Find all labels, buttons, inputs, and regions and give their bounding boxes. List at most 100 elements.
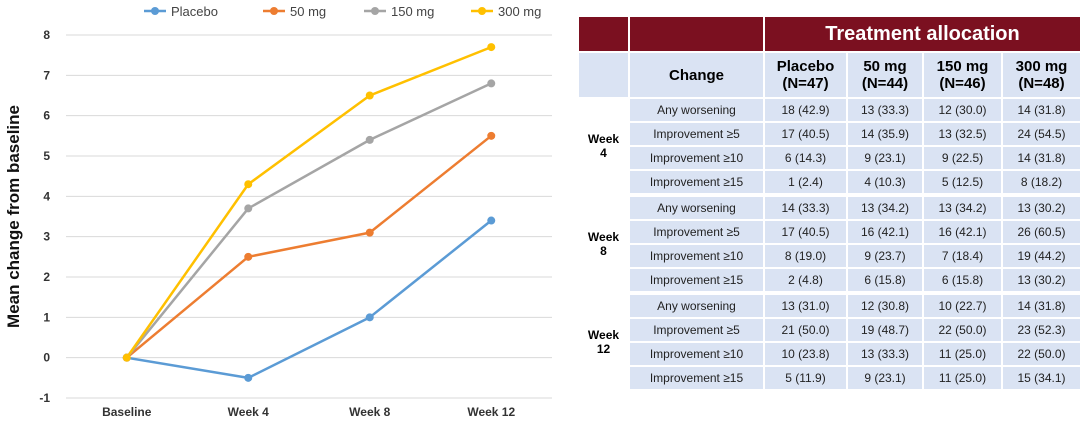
y-tick-label: 8 [43,28,50,42]
table-cell: 19 (48.7) [848,319,922,341]
header-text-line: Change [668,66,724,84]
y-tick-label: 6 [43,109,50,123]
week-group-label: Week 4 [579,99,628,193]
table-cell: 22 (50.0) [924,319,1001,341]
data-point [487,79,496,88]
legend-entry: 50 mg [290,4,326,19]
y-tick-label: -1 [39,391,50,405]
data-point [365,91,374,100]
table-row: Improvement ≥10 10 (23.8) 13 (33.3) 11 (25.… [579,343,1080,365]
row-label: Improvement ≥10 [630,147,763,169]
legend-entry: 300 mg [498,4,541,19]
table-cell: 6 (15.8) [848,269,922,291]
legend-swatch-marker [151,7,159,15]
header-text-line: 12 [596,342,611,356]
header-text-line: 300 mg [1015,58,1068,75]
legend-entry: Placebo [171,4,218,19]
table-cell: 8 (18.2) [1003,171,1080,193]
table-row: Week 12 Any worsening 13 (31.0) 12 (30.8) 10 … [579,295,1080,389]
table-cell: 13 (34.2) [848,197,922,219]
table-cell: 24 (54.5) [1003,123,1080,145]
table-row: Improvement ≥5 17 (40.5) 14 (35.9) 13 (32.5… [579,123,1080,145]
table-cell: 11 (25.0) [924,367,1001,389]
table-cell: 10 (23.8) [765,343,846,365]
header-text-line: 150 mg [936,58,989,75]
table-cell: 22 (50.0) [1003,343,1080,365]
table-cell: 13 (33.3) [848,343,922,365]
row-label: Improvement ≥15 [630,367,763,389]
table-cell: 18 (42.9) [765,99,846,121]
row-label: Improvement ≥10 [630,245,763,267]
table-cell: 16 (42.1) [924,221,1001,243]
table-cell: 21 (50.0) [765,319,846,341]
column-header: 300 mg (N=48) [1003,53,1080,97]
table-cell: 15 (34.1) [1003,367,1080,389]
table-row: Improvement ≥15 5 (11.9) 9 (23.1) 11 (25.0)… [579,367,1080,389]
table-cell: 12 (30.0) [924,99,1001,121]
series-line [125,82,492,359]
legend-entry: 150 mg [391,4,434,19]
table-cell: 13 (33.3) [848,99,922,121]
data-point [365,313,374,322]
table-cell: 19 (44.2) [1003,245,1080,267]
row-label: Any worsening [630,197,763,219]
header-text-line: 4 [600,146,607,160]
table-cell: 26 (60.5) [1003,221,1080,243]
table-row: Improvement ≥5 17 (40.5) 16 (42.1) 16 (42.1… [579,221,1080,243]
header-blank-cell [579,53,628,97]
table-cell: 16 (42.1) [848,221,922,243]
data-point [244,373,253,382]
table-cell: 8 (19.0) [765,245,846,267]
table-cell: 5 (11.9) [765,367,846,389]
data-point [244,180,253,189]
table-row: Improvement ≥15 2 (4.8) 6 (15.8) 6 (15.8) 13… [579,269,1080,291]
table-cell: 14 (33.3) [765,197,846,219]
table-cell: 14 (35.9) [848,123,922,145]
table-row: Week 8 Any worsening 14 (33.3) 13 (34.2) 13 (… [579,197,1080,291]
data-point [122,353,131,362]
table-header-row: Change Placebo (N=47) 50 mg (N=44) 150 mg (N=4… [579,53,1080,97]
table-title: Treatment allocation [765,17,1080,51]
table-cell: 9 (23.7) [848,245,922,267]
table-row: Week 4 Any worsening 18 (42.9) 13 (33.3) 12 (… [579,99,1080,193]
column-header: Placebo (N=47) [765,53,846,97]
header-text-line: 8 [600,244,607,258]
table-cell: 13 (32.5) [924,123,1001,145]
table-row: Improvement ≥10 8 (19.0) 9 (23.7) 7 (18.4) 1… [579,245,1080,267]
series-line [125,45,492,359]
series-line [125,134,493,359]
column-header: 150 mg (N=46) [924,53,1001,97]
table-cell: 12 (30.8) [848,295,922,317]
chart-svg: -1 0 1 2 3 4 5 6 7 8 Baseline Week 4 Week 8 Week 12 Me… [4,4,552,419]
header-text-line: Week [587,328,620,342]
week-group-label: Week 12 [579,295,628,389]
table-cell: 6 (14.3) [765,147,846,169]
row-label: Any worsening [630,99,763,121]
row-label: Any worsening [630,295,763,317]
table-cell: 6 (15.8) [924,269,1001,291]
row-label: Improvement ≥15 [630,171,763,193]
header-text-line: (N=48) [1018,75,1065,92]
table-title-row: Treatment allocation [579,17,1080,51]
header-text-line: Week [587,132,620,146]
legend-swatch-marker [270,7,278,15]
table-cell: 9 (23.1) [848,147,922,169]
y-tick-label: 0 [43,351,50,365]
table-cell: 14 (31.8) [1003,99,1080,121]
data-point [365,228,374,237]
table-cell: 13 (34.2) [924,197,1001,219]
header-text-line: Week [587,230,620,244]
row-label: Improvement ≥5 [630,319,763,341]
data-point [487,131,496,140]
x-tick-label: Week 8 [349,405,390,419]
header-text-line: 50 mg [863,58,907,75]
treatment-allocation-table: Treatment allocation Change Placebo (N=47) 5… [577,15,1080,391]
table-row: Improvement ≥10 6 (14.3) 9 (23.1) 9 (22.5) 1… [579,147,1080,169]
table-cell: 5 (12.5) [924,171,1001,193]
row-label: Improvement ≥5 [630,221,763,243]
table-row: Improvement ≥5 21 (50.0) 19 (48.7) 22 (50.0… [579,319,1080,341]
table-cell: 2 (4.8) [765,269,846,291]
y-tick-label: 3 [43,230,50,244]
y-tick-label: 2 [43,270,50,284]
row-label: Improvement ≥10 [630,343,763,365]
